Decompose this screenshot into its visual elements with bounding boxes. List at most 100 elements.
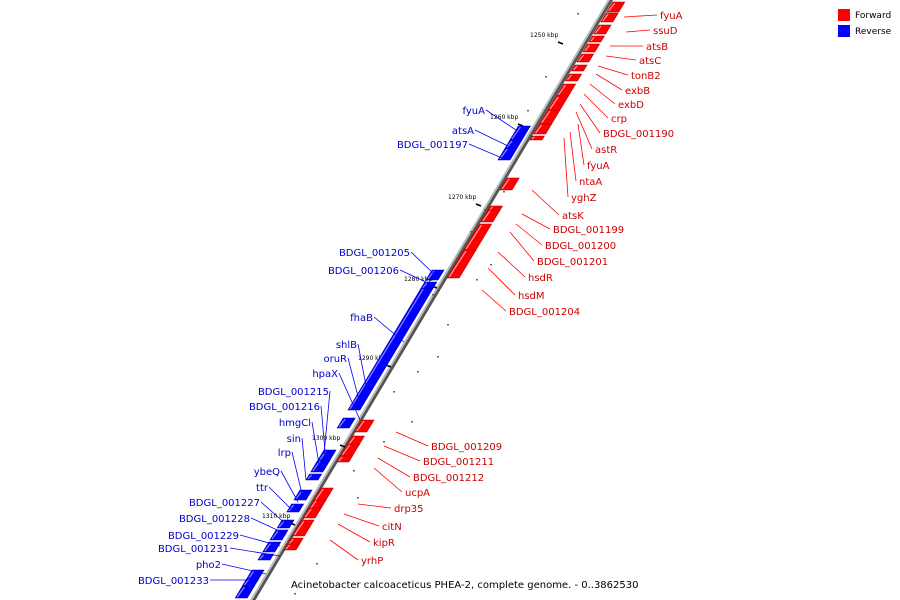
forward-gene-feature[interactable]	[499, 177, 520, 191]
forward-gene-label[interactable]: BDGL_001209	[431, 442, 502, 453]
forward-gene-label[interactable]: BDGL_001201	[537, 257, 608, 268]
forward-gene-feature[interactable]	[600, 12, 619, 23]
forward-gene-leader	[589, 83, 616, 105]
map-dot	[476, 279, 478, 281]
reverse-gene-label[interactable]: BDGL_001233	[138, 576, 209, 587]
forward-gene-label[interactable]: BDGL_001199	[553, 225, 624, 236]
forward-gene-feature[interactable]	[354, 419, 375, 433]
reverse-gene-label[interactable]: BDGL_001216	[249, 402, 320, 413]
forward-gene-label[interactable]: hsdM	[518, 291, 545, 302]
reverse-gene-label[interactable]: BDGL_001197	[397, 140, 468, 151]
reverse-gene-label[interactable]: sin	[287, 434, 301, 445]
forward-gene-label[interactable]: yrhP	[361, 556, 383, 567]
forward-gene-feature[interactable]	[336, 455, 353, 463]
forward-gene-feature[interactable]	[582, 43, 601, 53]
reverse-gene-feature[interactable]	[497, 147, 518, 161]
gene-highlight	[285, 544, 291, 550]
genome-backbone-shadow	[250, 0, 614, 600]
gene-highlight	[549, 96, 559, 110]
forward-gene-feature[interactable]	[564, 73, 583, 82]
reverse-gene-label[interactable]: pho2	[196, 560, 221, 571]
forward-gene-label[interactable]: BDGL_001190	[603, 129, 674, 140]
reverse-gene-feature[interactable]	[262, 541, 282, 553]
gene-highlight	[271, 530, 279, 540]
forward-gene-label[interactable]: BDGL_001211	[423, 457, 494, 468]
forward-gene-feature[interactable]	[302, 507, 322, 519]
forward-gene-feature[interactable]	[291, 519, 315, 537]
reverse-gene-label[interactable]: BDGL_001206	[328, 266, 399, 277]
forward-gene-feature[interactable]	[529, 135, 545, 141]
forward-gene-label[interactable]: BDGL_001200	[545, 241, 616, 252]
reverse-gene-label[interactable]: shlB	[336, 340, 357, 351]
forward-gene-label[interactable]: fyuA	[587, 161, 610, 172]
forward-gene-leader	[383, 445, 421, 462]
forward-gene-label[interactable]: atsK	[562, 211, 584, 222]
forward-gene-feature[interactable]	[446, 249, 477, 279]
forward-gene-label[interactable]: BDGL_001204	[509, 307, 580, 318]
reverse-gene-label[interactable]: oruR	[323, 354, 347, 365]
forward-gene-leader	[395, 431, 429, 447]
forward-gene-feature[interactable]	[570, 64, 588, 72]
forward-gene-label[interactable]: yghZ	[571, 193, 597, 204]
forward-gene-leader	[329, 539, 359, 561]
reverse-gene-label[interactable]: BDGL_001229	[168, 531, 239, 542]
forward-gene-label[interactable]: tonB2	[631, 71, 661, 82]
forward-gene-label[interactable]: hsdR	[528, 273, 553, 284]
forward-gene-label[interactable]: exbD	[618, 100, 644, 111]
forward-gene-label[interactable]: fyuA	[660, 11, 683, 22]
reverse-gene-label[interactable]: fhaB	[350, 313, 373, 324]
reverse-gene-feature[interactable]	[336, 417, 356, 429]
forward-gene-label[interactable]: kipR	[373, 538, 395, 549]
reverse-gene-feature[interactable]	[305, 473, 323, 481]
forward-gene-feature[interactable]	[593, 24, 612, 35]
reverse-gene-label[interactable]: hmgCl	[279, 418, 311, 429]
forward-gene-label[interactable]: BDGL_001212	[413, 473, 484, 484]
gene-highlight	[608, 2, 616, 12]
reverse-gene-leader	[311, 421, 321, 471]
forward-gene-feature[interactable]	[576, 53, 595, 63]
forward-gene-label[interactable]: citN	[382, 522, 402, 533]
forward-gene-feature[interactable]	[606, 1, 626, 13]
reverse-gene-label[interactable]: lrp	[278, 448, 291, 459]
reverse-gene-label[interactable]: atsA	[452, 126, 474, 137]
reverse-gene-label[interactable]: fyuA	[463, 106, 486, 117]
reverse-gene-label[interactable]: BDGL_001231	[158, 544, 229, 555]
forward-gene-feature[interactable]	[533, 123, 553, 135]
reverse-gene-label[interactable]: BDGL_001215	[258, 387, 329, 398]
forward-gene-label[interactable]: ssuD	[653, 26, 678, 37]
forward-gene-leader	[531, 189, 560, 216]
gene-highlight	[304, 508, 312, 518]
scale-tick-mark	[339, 444, 346, 448]
gene-highlight	[566, 74, 573, 81]
reverse-gene-label[interactable]: BDGL_001227	[189, 498, 260, 509]
forward-gene-label[interactable]: atsB	[646, 42, 668, 53]
legend-reverse-label: Reverse	[855, 27, 892, 37]
forward-gene-feature[interactable]	[588, 35, 605, 43]
reverse-gene-label[interactable]: ybeQ	[254, 467, 280, 478]
map-dot	[490, 264, 492, 266]
forward-gene-label[interactable]: ucpA	[405, 488, 430, 499]
reverse-gene-label[interactable]: ttr	[256, 483, 269, 494]
reverse-gene-feature[interactable]	[293, 489, 313, 501]
forward-gene-label[interactable]: ntaA	[579, 177, 602, 188]
reverse-gene-feature[interactable]	[347, 287, 434, 411]
forward-gene-feature[interactable]	[283, 543, 301, 551]
reverse-gene-label[interactable]: BDGL_001228	[179, 514, 250, 525]
forward-gene-label[interactable]: drp35	[394, 504, 424, 515]
reverse-gene-feature[interactable]	[234, 585, 255, 599]
forward-gene-feature[interactable]	[480, 209, 501, 223]
reverse-gene-feature[interactable]	[286, 503, 305, 513]
forward-gene-label[interactable]: astR	[595, 145, 617, 156]
forward-gene-leader	[583, 93, 609, 119]
reverse-gene-label[interactable]: BDGL_001205	[339, 248, 410, 259]
scale-tick-label: 1300 kbp	[312, 435, 340, 442]
forward-gene-label[interactable]: exbB	[625, 86, 650, 97]
forward-gene-leader	[373, 467, 403, 493]
scale-tick-label: 1280 kbp	[404, 276, 432, 283]
forward-gene-label[interactable]: crp	[611, 114, 627, 125]
gene-highlight	[501, 178, 510, 190]
reverse-gene-label[interactable]: hpaX	[312, 369, 338, 380]
forward-gene-label[interactable]: atsC	[639, 56, 661, 67]
forward-gene-leader	[597, 65, 629, 76]
gene-highlight	[590, 36, 595, 42]
